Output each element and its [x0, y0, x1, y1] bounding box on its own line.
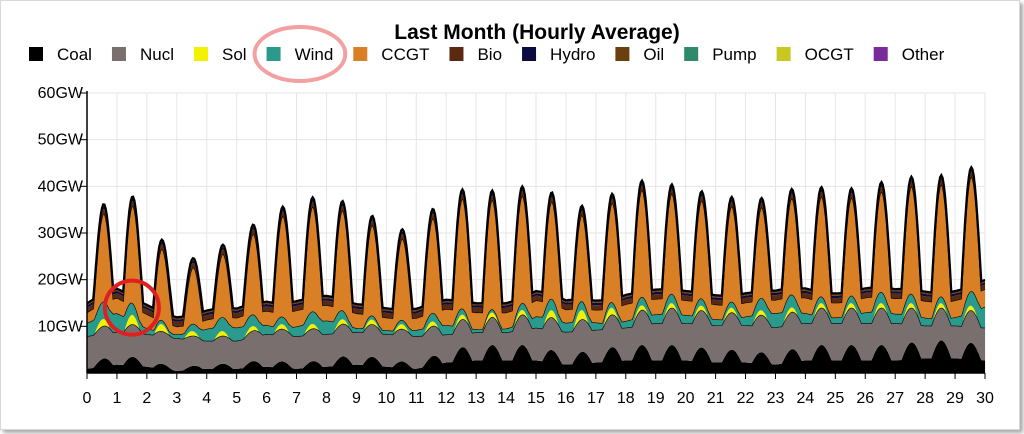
x-tick-label-23: 23: [767, 390, 785, 407]
chart-title: Last Month (Hourly Average): [394, 21, 679, 44]
y-tick-label-20: 20GW: [38, 272, 84, 289]
legend-label-sol: Sol: [222, 45, 247, 64]
x-tick-label-0: 0: [83, 390, 92, 407]
x-tick-label-5: 5: [232, 390, 241, 407]
legend-label-hydro: Hydro: [550, 45, 595, 64]
legend-label-ccgt: CCGT: [381, 45, 429, 64]
x-tick-label-9: 9: [352, 390, 361, 407]
area-coal: [87, 340, 985, 373]
x-tick-label-26: 26: [856, 390, 874, 407]
legend-swatch-ocgt: [776, 47, 791, 61]
x-tick-label-14: 14: [497, 390, 515, 407]
legend-swatch-ccgt: [353, 47, 368, 61]
y-tick-label-40: 40GW: [38, 178, 84, 195]
legend-label-nucl: Nucl: [140, 45, 174, 64]
x-tick-label-3: 3: [172, 390, 181, 407]
x-tick-label-29: 29: [946, 390, 964, 407]
x-tick-label-13: 13: [467, 390, 485, 407]
annotation-wind-ellipse: [252, 25, 348, 83]
annotation-sol-circle: [102, 278, 161, 337]
axes: 0 1 2 3 4 5 6 7 8 9 10 11 12 13 14 15 16 17 18 19 20 21 22 23 24…: [38, 85, 994, 407]
stacked-areas: [86, 165, 986, 373]
x-tick-label-1: 1: [112, 390, 121, 407]
x-tick-label-25: 25: [826, 390, 844, 407]
x-tick-label-28: 28: [916, 390, 934, 407]
x-tick-label-21: 21: [707, 390, 725, 407]
y-tick-label-50: 50GW: [38, 132, 84, 149]
x-tick-label-18: 18: [617, 390, 635, 407]
legend-label-bio: Bio: [477, 45, 502, 64]
x-tick-label-12: 12: [437, 390, 455, 407]
legend-swatch-coal: [29, 47, 43, 61]
area-wind: [87, 291, 985, 341]
legend-label-other: Other: [902, 45, 945, 64]
legend-swatch-other: [873, 47, 888, 61]
x-tick-label-24: 24: [797, 390, 815, 407]
legend-label-wind: Wind: [295, 45, 334, 64]
x-tick-label-7: 7: [292, 390, 301, 407]
x-tick-label-20: 20: [677, 390, 695, 407]
x-tick-label-11: 11: [408, 390, 425, 407]
area-nucl: [87, 307, 985, 371]
legend-swatch-nucl: [111, 47, 126, 61]
legend-swatch-hydro: [522, 47, 537, 61]
y-tick-label-60: 60GW: [38, 85, 84, 102]
x-tick-label-30: 30: [976, 390, 994, 407]
x-tick-label-4: 4: [202, 390, 211, 407]
area-sol: [87, 303, 985, 341]
x-tick-label-19: 19: [647, 390, 665, 407]
x-tick-label-15: 15: [527, 390, 545, 407]
legend-swatch-oil: [615, 47, 630, 61]
legend: Coal Nucl Sol Wind CCGT Bio Hydro Oil Pump OCGT Ot…: [29, 45, 945, 64]
x-tick-label-27: 27: [886, 390, 904, 407]
legend-label-pump: Pump: [712, 45, 756, 64]
x-tick-label-22: 22: [737, 390, 755, 407]
x-tick-label-17: 17: [587, 390, 605, 407]
area-ccgt: [87, 176, 985, 335]
x-tick-label-16: 16: [557, 390, 575, 407]
y-tick-label-10: 10GW: [38, 318, 84, 335]
area-edge-oil: [86, 165, 986, 319]
x-tick-label-10: 10: [377, 390, 395, 407]
x-tick-label-8: 8: [322, 390, 331, 407]
legend-swatch-pump: [684, 47, 699, 61]
legend-label-coal: Coal: [57, 45, 92, 64]
legend-label-oil: Oil: [643, 45, 664, 64]
x-tick-label-2: 2: [142, 390, 151, 407]
legend-label-ocgt: OCGT: [805, 45, 854, 64]
legend-swatch-wind: [266, 47, 281, 61]
x-tick-label-6: 6: [262, 390, 271, 407]
y-tick-label-30: 30GW: [38, 225, 84, 242]
annotations: [102, 25, 348, 337]
legend-swatch-bio: [449, 47, 464, 61]
legend-swatch-sol: [193, 47, 208, 61]
